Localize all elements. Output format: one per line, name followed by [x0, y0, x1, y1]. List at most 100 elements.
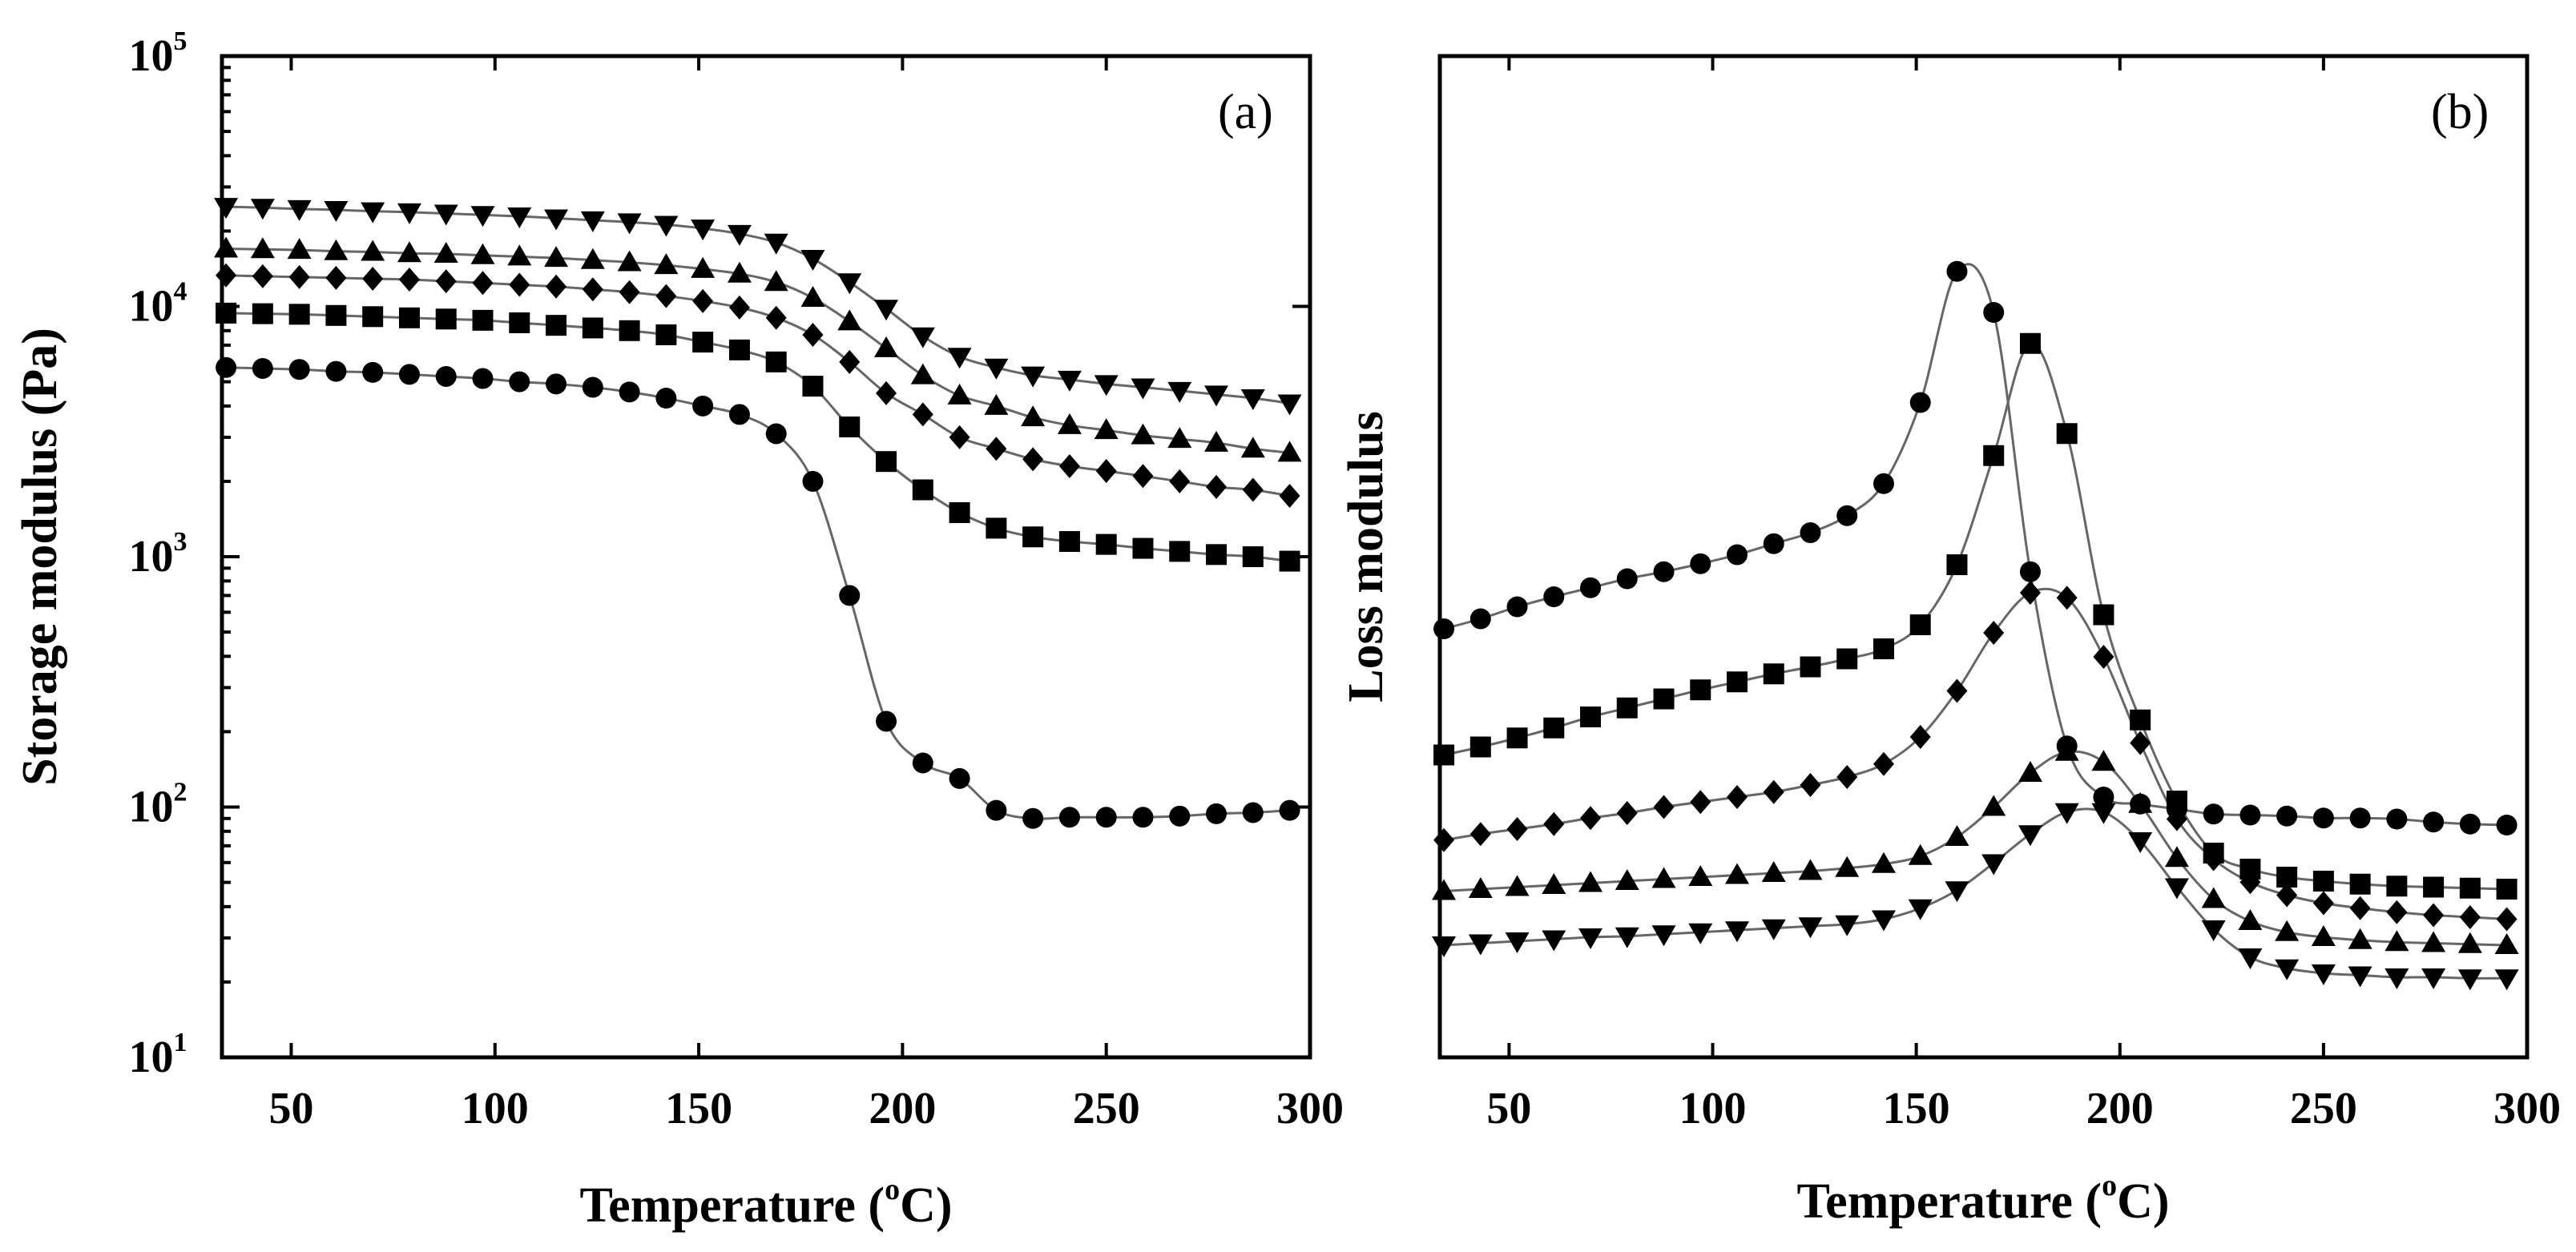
panel-b-point-circle	[2276, 805, 2298, 827]
panel-b-xtick-label: 150	[1883, 1084, 1950, 1133]
panel-b-point-triangle-up	[1761, 861, 1786, 882]
panel-b-ylabel: Loss modulus	[1339, 411, 1393, 702]
panel-a-ytick-label: 102	[129, 778, 187, 832]
panel-a-point-circle	[325, 360, 347, 382]
panel-b-point-triangle-up	[2311, 925, 2336, 946]
panel-b-point-circle	[1909, 392, 1931, 413]
panel-b-point-triangle-down	[2201, 920, 2226, 941]
panel-b-point-square	[1616, 697, 1638, 719]
panel-a-point-square	[912, 479, 933, 501]
panel-a-point-diamond	[655, 284, 677, 308]
panel-b-point-diamond	[1433, 827, 1455, 852]
panel-a-point-square	[692, 332, 714, 353]
panel-a-point-diamond	[509, 272, 530, 297]
panel-a-point-square	[1132, 537, 1154, 559]
panel-b-point-triangle-up	[2238, 909, 2263, 930]
panel-b-point-triangle-down	[2238, 948, 2263, 969]
panel-b: 50 100 150 200 250 300 (b) Loss modulus Tempe…	[1339, 54, 2561, 1229]
panel-a-xtick-label: 100	[462, 1084, 529, 1133]
panel-b-point-diamond	[1946, 678, 1968, 703]
panel-b-point-triangle-up	[1651, 867, 1676, 888]
panel-a-point-triangle-up	[910, 363, 935, 384]
panel-a-point-triangle-down	[1057, 370, 1082, 392]
panel-b-point-circle	[1800, 522, 1821, 543]
panel-b-point-square	[1873, 638, 1894, 659]
panel-b-point-triangle-down	[2275, 959, 2300, 980]
panel-a-point-diamond	[728, 295, 750, 320]
panel-b-point-diamond	[2423, 903, 2445, 928]
panel-a-point-triangle-down	[397, 203, 421, 224]
panel-b-point-square	[1909, 614, 1931, 635]
panel-b-point-triangle-down	[1908, 899, 1933, 920]
panel-a-point-diamond	[1279, 484, 1300, 509]
panel-a-point-diamond	[839, 349, 861, 374]
panel-a-point-circle	[619, 381, 640, 403]
panel-a-point-triangle-up	[1167, 427, 1192, 449]
panel-a-point-triangle-up	[1021, 405, 1046, 427]
panel-a-point-diamond	[362, 266, 384, 291]
panel-a-point-triangle-down	[1094, 375, 1119, 397]
panel-a-point-triangle-up	[617, 250, 642, 272]
panel-b-ticks: 50 100 150 200 250 300	[1486, 56, 2561, 1133]
panel-b-point-triangle-up	[1432, 879, 1457, 900]
panel-a-point-triangle-down	[984, 358, 1009, 380]
panel-b-point-circle	[1873, 473, 1894, 494]
panel-b-point-circle	[2019, 561, 2041, 582]
panel-b-point-circle	[1469, 608, 1491, 630]
panel-b-point-triangle-up	[1798, 859, 1823, 880]
panel-a-point-square	[398, 307, 420, 328]
panel-a-point-triangle-down	[544, 209, 569, 231]
panel-a-point-circle	[435, 365, 457, 387]
panel-a-point-triangle-down	[433, 204, 458, 226]
panel-a-point-triangle-up	[214, 236, 239, 258]
panel-a-point-circle	[728, 404, 750, 425]
panel-b-frame	[1437, 54, 2530, 1060]
panel-a-point-triangle-up	[507, 244, 532, 266]
panel-b-point-triangle-down	[1432, 936, 1457, 957]
panel-a-point-triangle-up	[361, 240, 385, 261]
panel-b-point-diamond	[2349, 896, 2371, 920]
panel-b-point-circle	[1690, 553, 1711, 574]
panel-a-point-square	[728, 339, 750, 360]
panel-a-point-circle	[1132, 807, 1154, 828]
panel-a-point-diamond	[288, 264, 310, 289]
panel-b-point-triangle-up	[2275, 920, 2300, 941]
panel-a-point-square	[655, 324, 677, 345]
panel-b-point-triangle-up	[1688, 865, 1713, 886]
panel-a-point-triangle-up	[1057, 413, 1082, 434]
panel-a-point-triangle-down	[800, 250, 825, 272]
panel-b-xtick-label: 100	[1679, 1084, 1747, 1133]
panel-b-fit-triangle-up	[1443, 750, 2507, 947]
panel-b-point-square	[1836, 648, 1858, 670]
panel-a-point-square	[1242, 546, 1264, 567]
panel-a-point-square	[839, 416, 861, 437]
panel-a-point-triangle-up	[1204, 430, 1229, 452]
panel-b-point-triangle-down	[1871, 910, 1896, 932]
panel-b-point-square	[2130, 709, 2151, 731]
panel-b-label: (b)	[2431, 85, 2489, 139]
panel-b-point-circle	[2203, 803, 2224, 825]
panel-a-point-diamond	[252, 264, 273, 288]
panel-b-point-square	[1469, 736, 1491, 758]
panel-b-point-square	[2056, 423, 2078, 445]
panel-a-point-triangle-up	[691, 256, 716, 278]
panel-a-point-circle	[216, 356, 237, 378]
panel-b-point-triangle-up	[1578, 871, 1603, 892]
panel-b-point-circle	[1433, 618, 1455, 639]
panel-b-point-triangle-up	[2164, 846, 2189, 868]
panel-b-point-circle	[1580, 577, 1602, 598]
panel-b-point-triangle-down	[2494, 969, 2519, 991]
panel-b-point-circle	[2093, 787, 2114, 807]
panel-a-point-square	[1206, 544, 1228, 566]
panel-a-point-circle	[546, 373, 567, 395]
panel-a-point-square	[362, 306, 384, 328]
panel-a-point-circle	[1169, 805, 1191, 827]
panel-b-point-diamond	[2166, 807, 2187, 831]
panel-b-point-square	[2349, 873, 2371, 895]
panel-b-point-circle	[2423, 811, 2445, 833]
panel-b-point-square	[1946, 554, 1968, 575]
panel-b-point-diamond	[2093, 645, 2114, 669]
panel-b-point-diamond	[2056, 586, 2078, 610]
panel-a-xlabel-main: Temperature (	[580, 1178, 885, 1233]
panel-b-point-triangle-down	[1981, 854, 2006, 876]
